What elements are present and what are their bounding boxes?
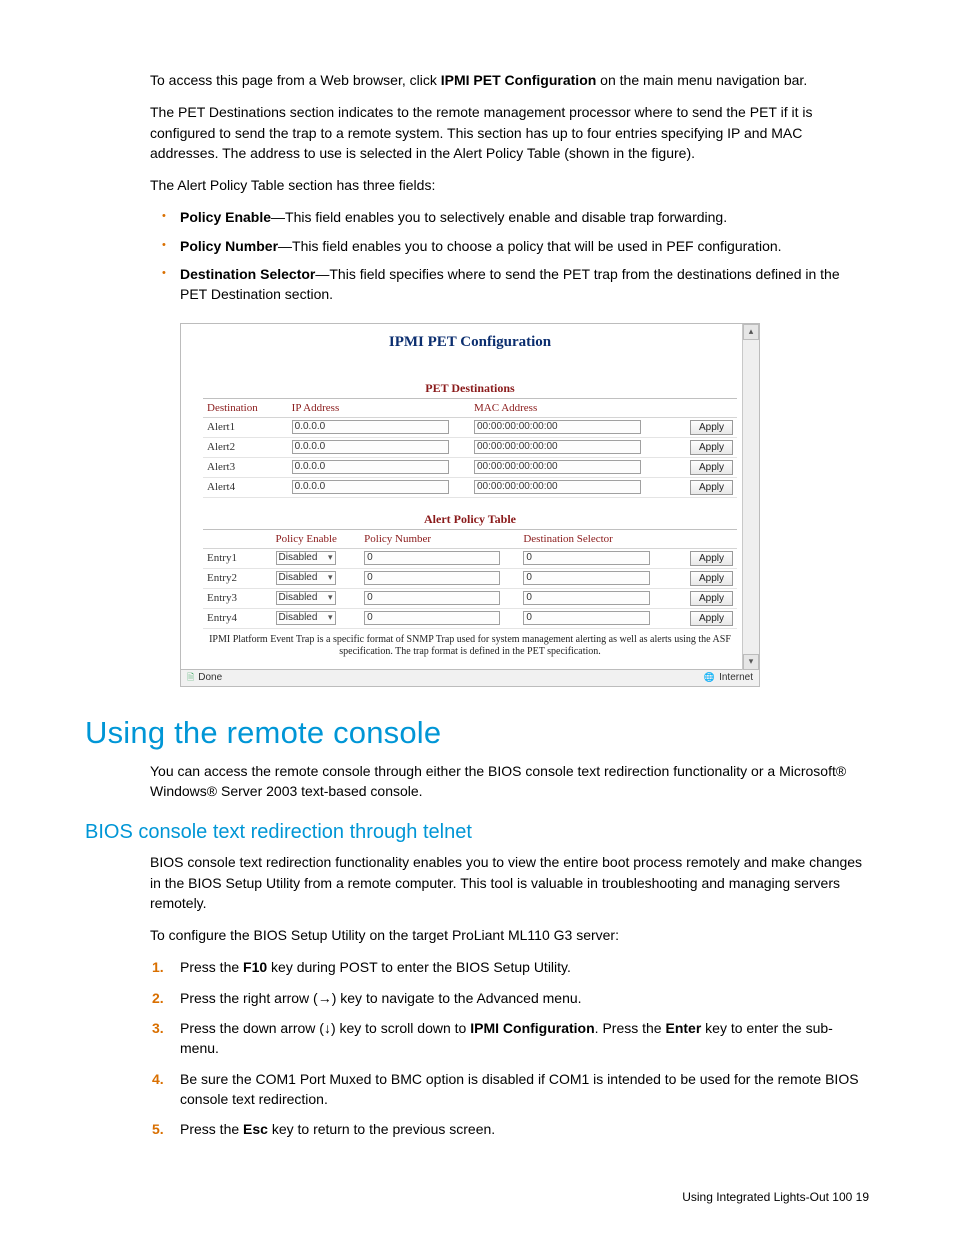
step-2: Press the right arrow (→) key to navigat… [150, 988, 869, 1008]
col-mac: MAC Address [470, 399, 663, 418]
browser-statusbar: Done Internet [181, 669, 759, 686]
row-label: Entry1 [203, 548, 272, 568]
status-internet: Internet [704, 672, 753, 683]
step-1: Press the F10 key during POST to enter t… [150, 957, 869, 977]
table-row: Entry3 Disabled 0 0 Apply [203, 588, 737, 608]
mac-input[interactable]: 00:00:00:00:00:00 [474, 460, 641, 474]
table-row: Alert2 0.0.0.0 00:00:00:00:00:00 Apply [203, 437, 737, 457]
col-dest-selector: Destination Selector [519, 530, 668, 549]
scroll-up-icon[interactable]: ▴ [743, 324, 759, 340]
col-ip: IP Address [288, 399, 470, 418]
alert-policy-table: Policy Enable Policy Number Destination … [203, 530, 737, 629]
scrollbar[interactable]: ▴ ▾ [742, 324, 759, 670]
apply-button[interactable]: Apply [690, 440, 733, 455]
dest-selector-input[interactable]: 0 [523, 571, 650, 585]
step-3: Press the down arrow (↓) key to scroll d… [150, 1018, 869, 1059]
policy-number-input[interactable]: 0 [364, 571, 500, 585]
table-row: Alert3 0.0.0.0 00:00:00:00:00:00 Apply [203, 457, 737, 477]
apply-button[interactable]: Apply [690, 571, 733, 586]
field-policy-number: Policy Number—This field enables you to … [150, 236, 869, 256]
dest-selector-input[interactable]: 0 [523, 551, 650, 565]
apply-button[interactable]: Apply [690, 420, 733, 435]
policy-number-input[interactable]: 0 [364, 611, 500, 625]
table-row: Entry2 Disabled 0 0 Apply [203, 568, 737, 588]
dest-selector-input[interactable]: 0 [523, 611, 650, 625]
row-label: Alert1 [203, 417, 288, 437]
mac-input[interactable]: 00:00:00:00:00:00 [474, 480, 641, 494]
scroll-down-icon[interactable]: ▾ [743, 654, 759, 670]
dest-selector-input[interactable]: 0 [523, 591, 650, 605]
remote-console-para: You can access the remote console throug… [150, 761, 869, 802]
row-label: Alert2 [203, 437, 288, 457]
policy-enable-select[interactable]: Disabled [276, 591, 336, 605]
row-label: Alert4 [203, 477, 288, 497]
bios-para-2: To configure the BIOS Setup Utility on t… [150, 925, 869, 945]
pet-destinations-header: PET Destinations [203, 381, 737, 399]
ip-input[interactable]: 0.0.0.0 [292, 440, 449, 454]
table-row: Alert1 0.0.0.0 00:00:00:00:00:00 Apply [203, 417, 737, 437]
heading-remote-console: Using the remote console [85, 715, 869, 751]
page-footer: Using Integrated Lights-Out 100 19 [150, 1190, 869, 1204]
ip-input[interactable]: 0.0.0.0 [292, 480, 449, 494]
bios-para-1: BIOS console text redirection functional… [150, 852, 869, 913]
mac-input[interactable]: 00:00:00:00:00:00 [474, 420, 641, 434]
col-policy-number: Policy Number [360, 530, 519, 549]
field-list: Policy Enable—This field enables you to … [150, 207, 869, 304]
field-destination-selector: Destination Selector—This field specifie… [150, 264, 869, 305]
row-label: Entry2 [203, 568, 272, 588]
step-4: Be sure the COM1 Port Muxed to BMC optio… [150, 1069, 869, 1110]
apply-button[interactable]: Apply [690, 460, 733, 475]
ip-input[interactable]: 0.0.0.0 [292, 460, 449, 474]
policy-number-input[interactable]: 0 [364, 591, 500, 605]
mac-input[interactable]: 00:00:00:00:00:00 [474, 440, 641, 454]
table-row: Entry1 Disabled 0 0 Apply [203, 548, 737, 568]
table-row: Alert4 0.0.0.0 00:00:00:00:00:00 Apply [203, 477, 737, 497]
bios-steps: Press the F10 key during POST to enter t… [150, 957, 869, 1139]
apply-button[interactable]: Apply [690, 480, 733, 495]
apply-button[interactable]: Apply [690, 591, 733, 606]
policy-number-input[interactable]: 0 [364, 551, 500, 565]
apply-button[interactable]: Apply [690, 551, 733, 566]
intro-para-3: The Alert Policy Table section has three… [150, 175, 869, 195]
field-policy-enable: Policy Enable—This field enables you to … [150, 207, 869, 227]
intro-para-2: The PET Destinations section indicates t… [150, 102, 869, 163]
status-done: Done [187, 670, 222, 686]
policy-enable-select[interactable]: Disabled [276, 571, 336, 585]
ip-input[interactable]: 0.0.0.0 [292, 420, 449, 434]
row-label: Entry4 [203, 608, 272, 628]
policy-enable-select[interactable]: Disabled [276, 611, 336, 625]
step-5: Press the Esc key to return to the previ… [150, 1119, 869, 1139]
row-label: Entry3 [203, 588, 272, 608]
ipmi-footnote: IPMI Platform Event Trap is a specific f… [203, 629, 737, 665]
col-policy-enable: Policy Enable [272, 530, 361, 549]
table-row: Entry4 Disabled 0 0 Apply [203, 608, 737, 628]
heading-bios-telnet: BIOS console text redirection through te… [85, 821, 869, 844]
ipmi-screenshot: ▴ ▾ IPMI PET Configuration PET Destinati… [180, 323, 760, 687]
apply-button[interactable]: Apply [690, 611, 733, 626]
policy-enable-select[interactable]: Disabled [276, 551, 336, 565]
pet-destinations-table: Destination IP Address MAC Address Alert… [203, 399, 737, 498]
alert-policy-header: Alert Policy Table [203, 512, 737, 530]
col-destination: Destination [203, 399, 288, 418]
intro-para-1: To access this page from a Web browser, … [150, 70, 869, 90]
row-label: Alert3 [203, 457, 288, 477]
ipmi-title: IPMI PET Configuration [203, 334, 737, 351]
